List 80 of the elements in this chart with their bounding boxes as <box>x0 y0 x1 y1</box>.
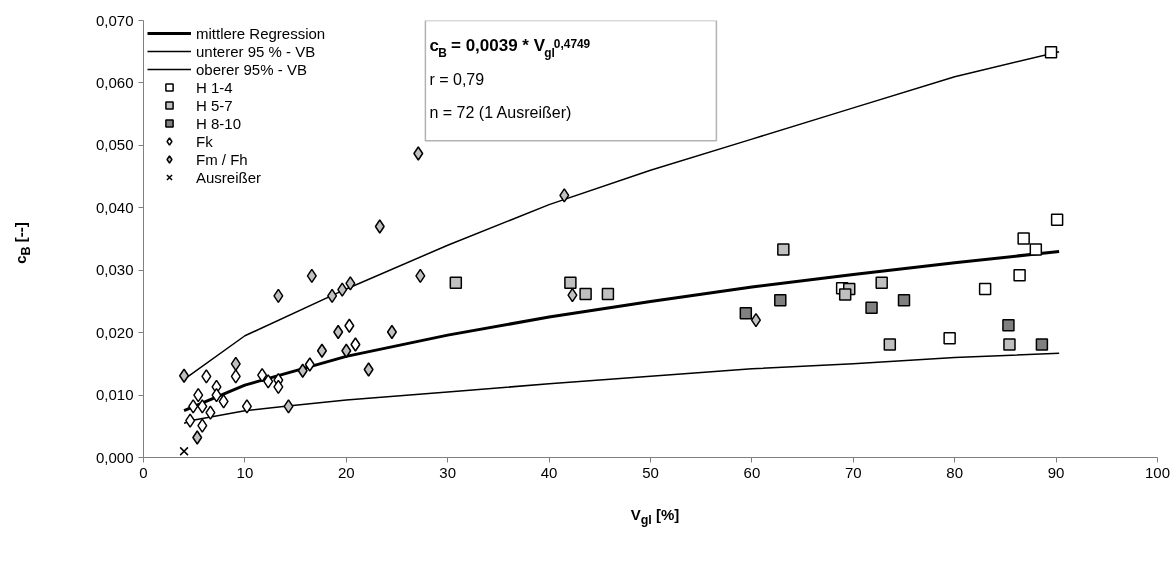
legend-label: Fk <box>196 132 214 150</box>
point <box>601 287 615 301</box>
point <box>374 219 385 234</box>
point <box>883 338 897 351</box>
legend-label: Fm / Fh <box>196 150 248 168</box>
legend-label: oberer 95% - VB <box>196 60 307 78</box>
point <box>579 287 592 301</box>
x-tick-label: 50 <box>642 463 659 481</box>
point <box>978 282 992 296</box>
annotation: r = 0,79 <box>429 71 485 89</box>
y-tick-label: 0,020 <box>95 323 134 341</box>
x-axis-title: V$_{gl}$ [%] <box>630 505 680 529</box>
point <box>185 413 196 428</box>
y-tick-label: 0,040 <box>95 198 134 216</box>
x-tick-label: 70 <box>844 463 862 481</box>
point <box>316 343 328 358</box>
point <box>1044 46 1058 59</box>
point <box>564 276 577 289</box>
annotation: n = 72 (1 Ausreißer) <box>429 104 572 122</box>
y-tick-label: 0,050 <box>95 136 134 154</box>
legend-label: H 5-7 <box>196 96 233 114</box>
point <box>838 288 852 301</box>
point <box>263 374 274 389</box>
x-tick-label: 90 <box>1047 463 1065 481</box>
point <box>341 343 352 358</box>
point <box>943 332 956 345</box>
point <box>449 276 463 289</box>
y-tick-label: 0,060 <box>95 73 134 91</box>
point <box>205 405 216 420</box>
point <box>241 399 253 414</box>
point <box>188 399 199 414</box>
point <box>197 399 208 414</box>
x-tick-label: 0 <box>139 463 148 481</box>
point <box>739 307 753 320</box>
point <box>178 368 190 383</box>
point <box>865 301 878 314</box>
point <box>179 446 189 456</box>
point <box>1003 338 1016 351</box>
x-tick-label: 20 <box>337 463 355 481</box>
point <box>337 282 348 297</box>
y-tick-label: 0,030 <box>95 261 134 279</box>
point <box>197 418 208 433</box>
legend-label: H 8-10 <box>196 114 242 132</box>
legend-label: Ausreißer <box>196 168 262 186</box>
point <box>218 394 229 409</box>
y-tick-label: 0,000 <box>95 448 134 466</box>
point <box>559 188 570 203</box>
y-tick-label: 0,070 <box>95 11 134 29</box>
point <box>1013 268 1026 282</box>
point <box>304 357 315 372</box>
point <box>1035 338 1049 351</box>
x-tick-label: 100 <box>1144 463 1171 481</box>
y-tick-label: 0,010 <box>95 386 134 404</box>
point <box>297 363 308 378</box>
legend-label: unterer 95 % - VB <box>196 42 316 60</box>
point <box>1050 213 1064 226</box>
point <box>386 324 398 340</box>
point <box>350 337 361 352</box>
x-tick-label: 30 <box>439 463 457 481</box>
x-tick-label: 40 <box>540 463 558 481</box>
point <box>201 369 212 384</box>
point <box>230 369 241 384</box>
x-tick-label: 60 <box>743 463 761 481</box>
point <box>897 293 911 307</box>
point <box>777 243 790 256</box>
point <box>774 293 787 307</box>
point <box>1017 232 1030 245</box>
legend-label: mittlere Regression <box>196 24 326 42</box>
point <box>192 430 203 445</box>
point <box>283 399 294 414</box>
x-tick-label: 80 <box>946 463 964 481</box>
point <box>875 276 888 289</box>
x-tick-label: 10 <box>236 463 254 481</box>
point <box>345 276 356 291</box>
legend-label: H 1-4 <box>196 78 233 96</box>
point <box>1002 318 1015 332</box>
point <box>750 312 762 328</box>
point <box>413 146 424 161</box>
point <box>363 362 374 377</box>
point <box>1029 243 1043 256</box>
